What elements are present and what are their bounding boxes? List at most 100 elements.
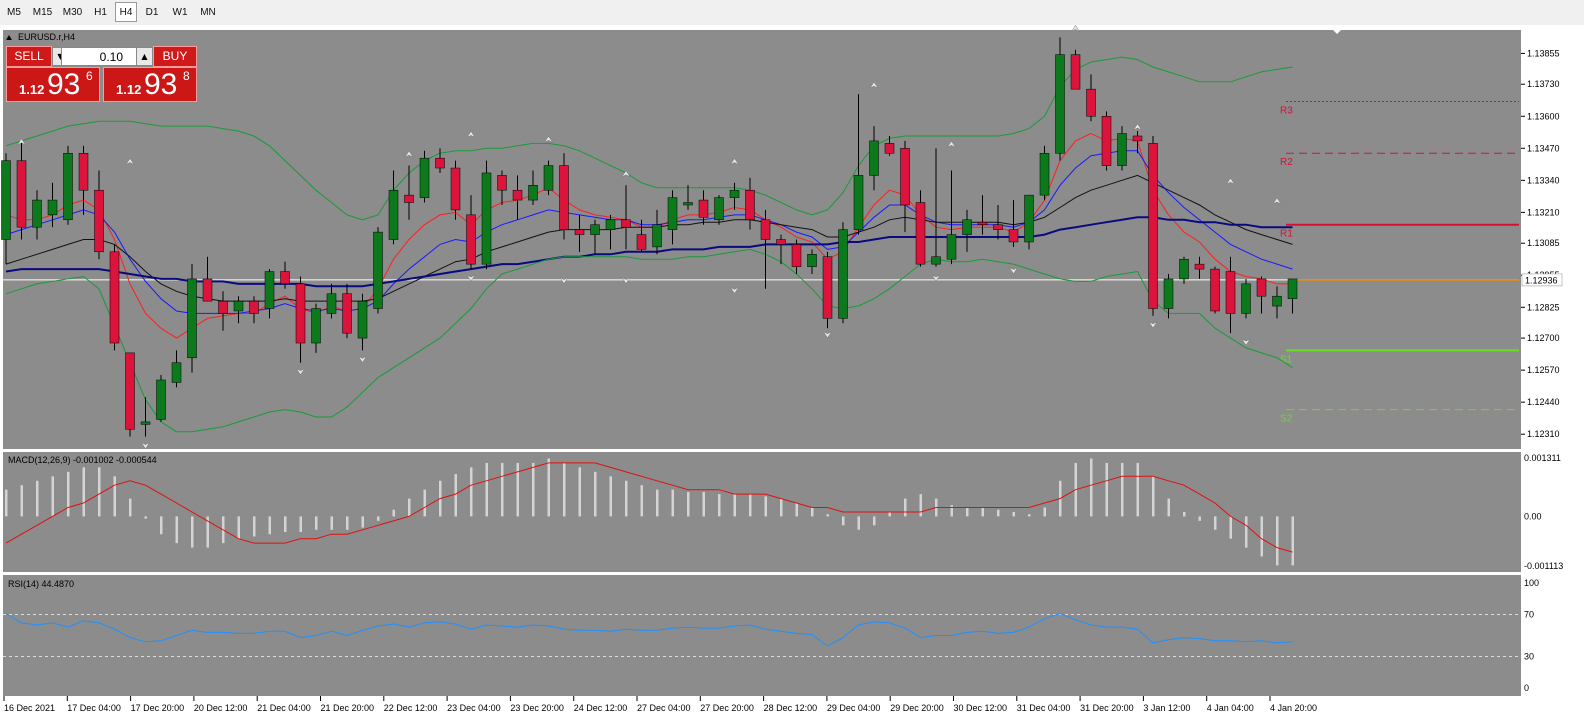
timeframe-m30-button[interactable]: M30 (62, 7, 83, 18)
candle-bear (776, 239, 786, 245)
fractal-down-icon (729, 286, 740, 294)
candle-bear (760, 219, 771, 240)
fractal-up-icon (543, 135, 554, 143)
lot-size-input[interactable] (61, 47, 138, 66)
timeframe-h4-button[interactable]: H4 (115, 2, 137, 22)
pivot-label-r1: R1 (1280, 229, 1293, 240)
fractal-up-icon (729, 158, 740, 166)
macd-histogram-bar (1152, 476, 1155, 517)
price-axis-label: 1.13085 (1527, 238, 1560, 248)
macd-histogram-bar (20, 485, 23, 517)
candle-bear (745, 189, 755, 221)
sell-price-prefix: 1.12 (19, 82, 45, 97)
timeframe-m5-button[interactable]: M5 (7, 7, 21, 18)
fractal-up-icon (946, 140, 957, 148)
candle-bear (977, 221, 988, 225)
macd-axis-label: 0.00 (1524, 511, 1542, 521)
candle-bear (1101, 116, 1112, 166)
price-axis-label: 1.12440 (1527, 397, 1560, 407)
chart-title: EURUSD.r,H4 (18, 32, 75, 42)
macd-histogram-bar (36, 480, 39, 517)
macd-axis-label: 0.001311 (1524, 453, 1561, 463)
fractal-down-icon (621, 276, 631, 284)
candle-bull (652, 224, 662, 248)
candle-bear (1194, 263, 1205, 270)
fractal-down-icon (140, 442, 151, 450)
time-axis-label: 21 Dec 04:00 (257, 703, 311, 713)
sell-button[interactable]: SELL (6, 46, 52, 67)
candle-bull (326, 293, 337, 314)
macd-histogram-bar (284, 516, 287, 533)
macd-histogram-bar (1260, 516, 1263, 557)
macd-histogram-bar (454, 474, 457, 517)
macd-histogram-bar (1198, 516, 1201, 521)
candle-bear (16, 160, 27, 228)
macd-histogram-bar (625, 480, 628, 517)
timeframe-m15-button[interactable]: M15 (32, 7, 53, 18)
candle-bull (1, 160, 11, 240)
candle-bear (435, 157, 445, 169)
macd-axis-label: -0.001113 (1524, 561, 1563, 571)
buy-price-fraction: 8 (183, 69, 190, 83)
buy-price-prefix: 1.12 (116, 82, 142, 97)
one-click-trading-panel: SELL ▼ ▲ BUY 1.12 93 6 1.12 93 8 (6, 46, 197, 102)
price-axis-label: 1.13855 (1527, 48, 1560, 58)
macd-histogram-bar (702, 491, 705, 517)
price-axis-label: 1.13210 (1527, 207, 1560, 217)
rsi-pane[interactable] (3, 575, 1521, 696)
current-price-label: 1.12936 (1525, 275, 1558, 285)
timeframe-d1-button[interactable]: D1 (145, 7, 159, 18)
macd-histogram-bar (377, 516, 380, 521)
timeframe-h1-button[interactable]: H1 (94, 7, 107, 18)
candle-bear (218, 300, 228, 314)
macd-histogram-bar (485, 462, 488, 517)
timeframe-w1-button[interactable]: W1 (172, 7, 188, 18)
time-axis-label: 21 Dec 20:00 (321, 703, 375, 713)
time-axis-label: 30 Dec 12:00 (954, 703, 1008, 713)
timeframe-mn-button[interactable]: MN (200, 7, 216, 18)
macd-histogram-bar (408, 498, 411, 517)
candle-bear (1256, 278, 1267, 297)
main-chart-layer: R3 R2 R1 S1 S2 (1, 25, 1519, 450)
collapse-triangle-icon[interactable] (6, 35, 12, 40)
candle-bull (946, 234, 957, 260)
price-axis-label: 1.12310 (1527, 429, 1560, 439)
macd-histogram-bar (656, 489, 659, 517)
macd-histogram-bar (749, 494, 752, 517)
macd-histogram-bar (392, 509, 395, 517)
macd-histogram-bar (1291, 516, 1294, 566)
macd-histogram-bar (330, 516, 333, 530)
axes-layer: 1.13855 1.13730 1.13600 1.13470 1.13340 1.132… (3, 48, 1563, 713)
macd-histogram-bar (191, 516, 194, 548)
candle-bear (342, 293, 352, 334)
chart-shift-marker-icon[interactable] (1332, 29, 1342, 34)
price-axis-label: 1.13600 (1527, 111, 1560, 121)
candle-bear (791, 244, 802, 267)
macd-histogram-bar (842, 516, 845, 526)
macd-histogram-bar (361, 516, 364, 528)
macd-histogram-bar (966, 507, 969, 517)
sell-price-box[interactable]: 1.12 93 6 (6, 67, 100, 102)
candle-bull (1287, 278, 1298, 299)
fractal-up-icon (1272, 197, 1282, 205)
time-axis-label: 27 Dec 20:00 (700, 703, 754, 713)
rsi-label: RSI(14) 44.4870 (8, 579, 74, 589)
macd-pane[interactable] (3, 452, 1521, 572)
candle-bull (233, 300, 244, 312)
macd-histogram-bar (919, 494, 922, 517)
fractal-up-icon (125, 158, 135, 166)
price-axis-label: 1.12570 (1527, 365, 1560, 375)
lot-increase-button[interactable]: ▲ (136, 47, 153, 66)
buy-price-box[interactable]: 1.12 93 8 (103, 67, 197, 102)
buy-button[interactable]: BUY (153, 46, 197, 67)
candle-bull (729, 189, 740, 198)
candle-bull (63, 152, 73, 221)
candle-bear (125, 352, 135, 430)
candle-bull (528, 185, 538, 201)
candle-bull (388, 189, 399, 240)
candle-bull (373, 231, 383, 309)
candle-bear (109, 251, 120, 344)
macd-histogram-bar (268, 516, 271, 535)
rsi-layer (3, 612, 1519, 657)
